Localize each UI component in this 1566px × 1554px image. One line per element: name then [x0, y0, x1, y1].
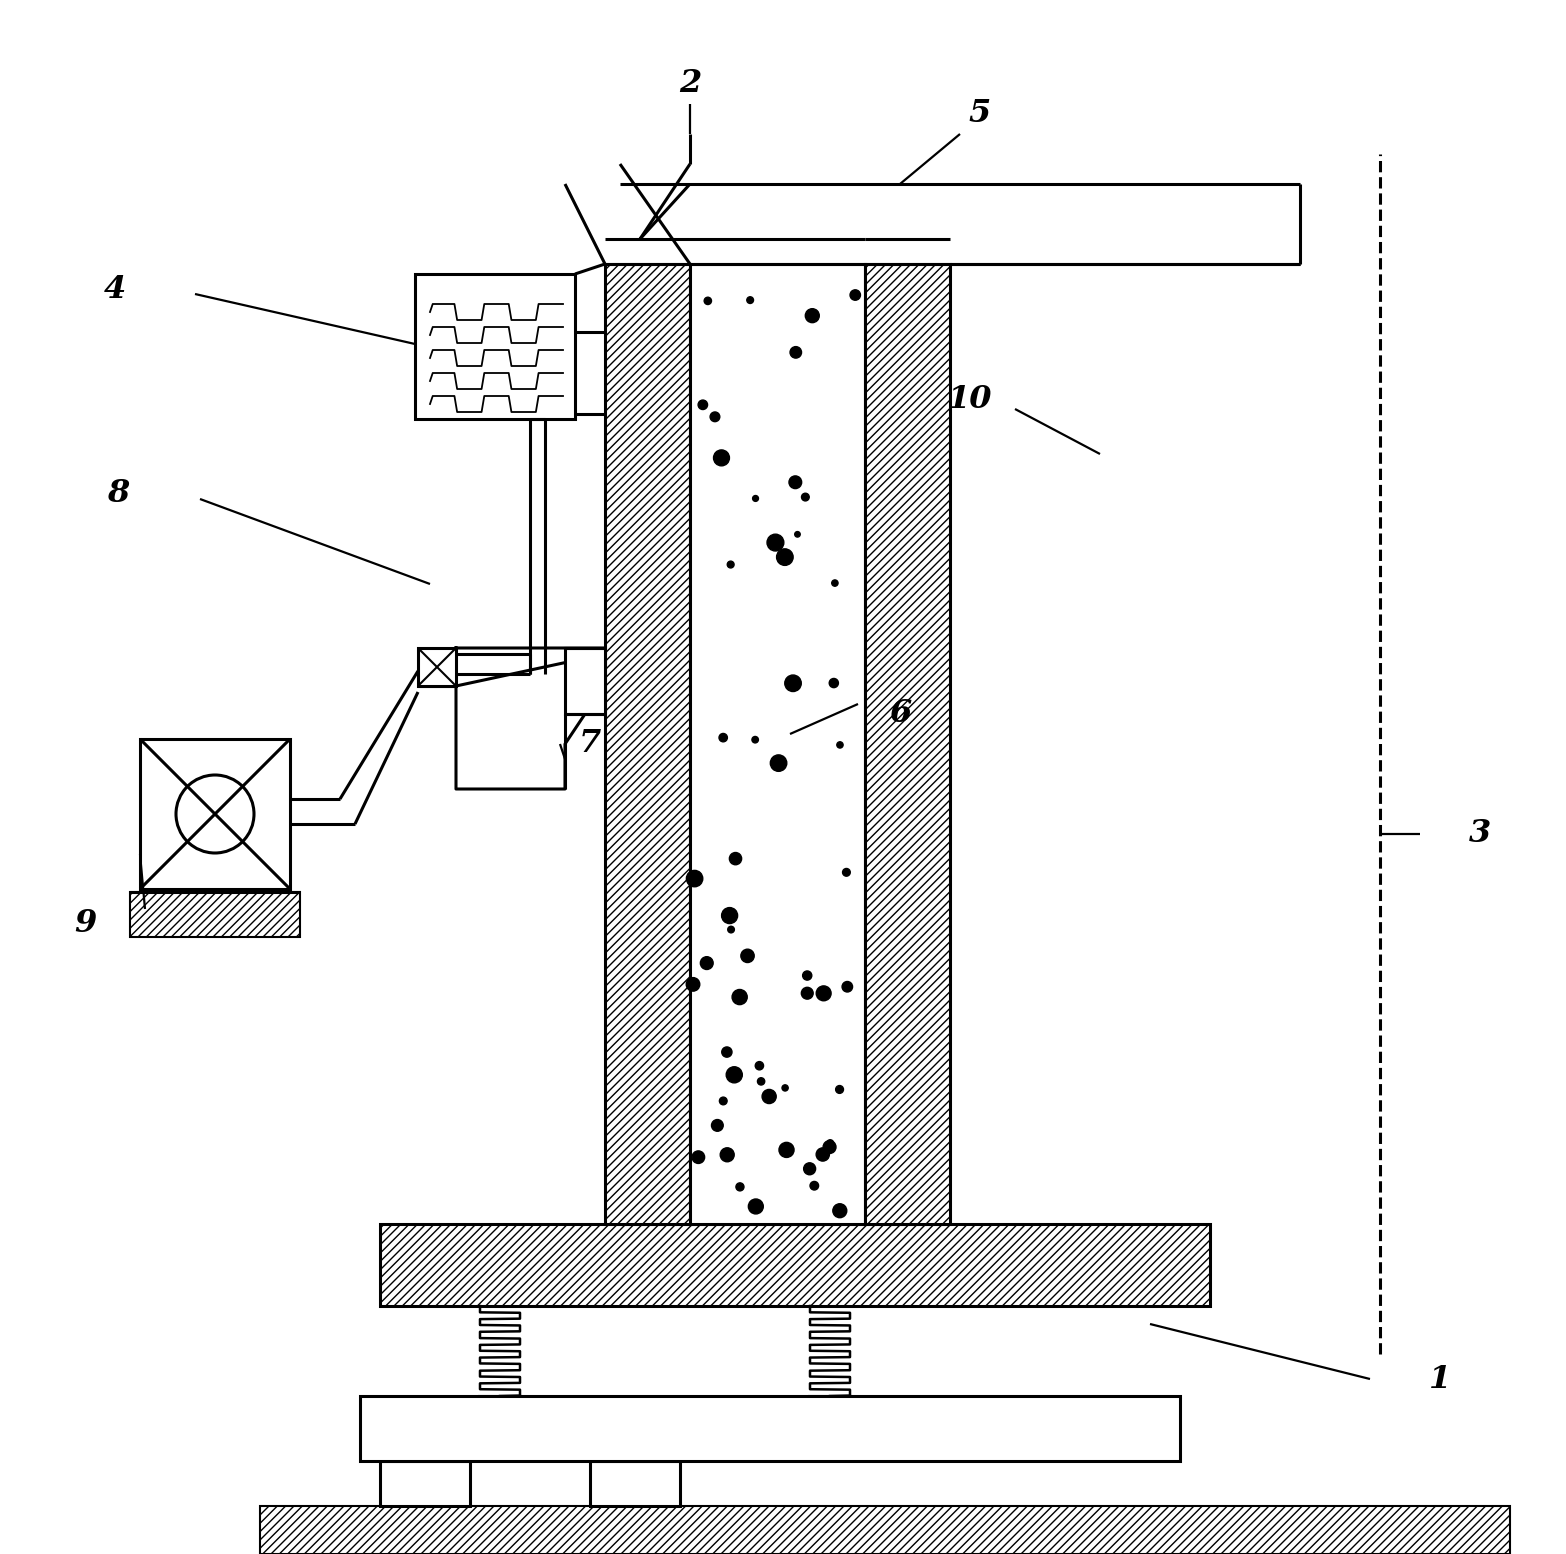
Bar: [604, 264, 691, 1225]
Circle shape: [747, 297, 753, 303]
Circle shape: [816, 985, 832, 1001]
Circle shape: [728, 926, 734, 932]
Circle shape: [727, 1066, 742, 1083]
Circle shape: [843, 869, 850, 876]
Circle shape: [803, 971, 811, 981]
Bar: [360, 1395, 1181, 1461]
Text: 3: 3: [1469, 819, 1491, 850]
Polygon shape: [456, 648, 604, 789]
Circle shape: [836, 741, 843, 747]
Text: 1: 1: [1428, 1363, 1452, 1394]
Circle shape: [731, 990, 747, 1004]
Circle shape: [719, 1097, 727, 1105]
Circle shape: [175, 775, 254, 853]
Bar: [864, 264, 951, 1225]
Circle shape: [755, 1061, 764, 1069]
Circle shape: [727, 561, 734, 567]
Circle shape: [767, 535, 785, 552]
Circle shape: [692, 1152, 705, 1164]
Text: 10: 10: [947, 384, 993, 415]
Text: 8: 8: [106, 479, 128, 510]
Circle shape: [810, 1181, 819, 1190]
Circle shape: [832, 580, 838, 586]
Text: 7: 7: [579, 729, 601, 760]
Bar: [418, 648, 456, 685]
Bar: [565, 648, 604, 713]
Circle shape: [736, 1183, 744, 1190]
Circle shape: [770, 755, 786, 771]
Circle shape: [752, 737, 758, 743]
Bar: [381, 1461, 470, 1506]
Circle shape: [778, 1142, 794, 1158]
Text: 6: 6: [889, 698, 911, 729]
Circle shape: [789, 347, 802, 357]
Text: 9: 9: [74, 909, 96, 940]
Circle shape: [833, 1204, 847, 1218]
Circle shape: [758, 1078, 764, 1085]
Circle shape: [805, 309, 819, 323]
Circle shape: [722, 1047, 731, 1057]
Circle shape: [698, 399, 708, 410]
Circle shape: [803, 1162, 816, 1175]
Circle shape: [686, 977, 700, 991]
Circle shape: [705, 297, 711, 305]
Bar: [415, 274, 575, 420]
Circle shape: [794, 531, 800, 538]
Circle shape: [714, 451, 730, 466]
Circle shape: [816, 1148, 830, 1161]
Bar: [590, 1461, 680, 1506]
Circle shape: [722, 908, 738, 923]
Circle shape: [709, 412, 720, 421]
Circle shape: [720, 1148, 734, 1162]
Circle shape: [830, 679, 838, 688]
Bar: [130, 892, 301, 937]
Bar: [381, 1225, 1211, 1305]
Circle shape: [763, 1089, 777, 1103]
Circle shape: [741, 949, 755, 962]
Circle shape: [730, 853, 742, 864]
Circle shape: [827, 1139, 833, 1147]
Circle shape: [843, 982, 852, 991]
Text: 2: 2: [680, 68, 702, 99]
Circle shape: [802, 493, 810, 500]
Circle shape: [777, 549, 792, 566]
Text: 5: 5: [969, 98, 991, 129]
Circle shape: [850, 289, 860, 300]
Text: 4: 4: [103, 274, 127, 305]
Bar: [260, 1506, 1510, 1554]
Bar: [139, 740, 290, 889]
Circle shape: [785, 674, 802, 692]
Circle shape: [781, 1085, 788, 1091]
Bar: [691, 264, 864, 1225]
Circle shape: [824, 1141, 836, 1153]
Circle shape: [686, 870, 703, 887]
Circle shape: [802, 987, 813, 999]
Circle shape: [711, 1119, 723, 1131]
Circle shape: [749, 1200, 763, 1214]
Circle shape: [836, 1086, 844, 1094]
Circle shape: [789, 476, 802, 488]
Circle shape: [753, 496, 758, 502]
Circle shape: [700, 957, 713, 970]
Circle shape: [719, 733, 727, 741]
